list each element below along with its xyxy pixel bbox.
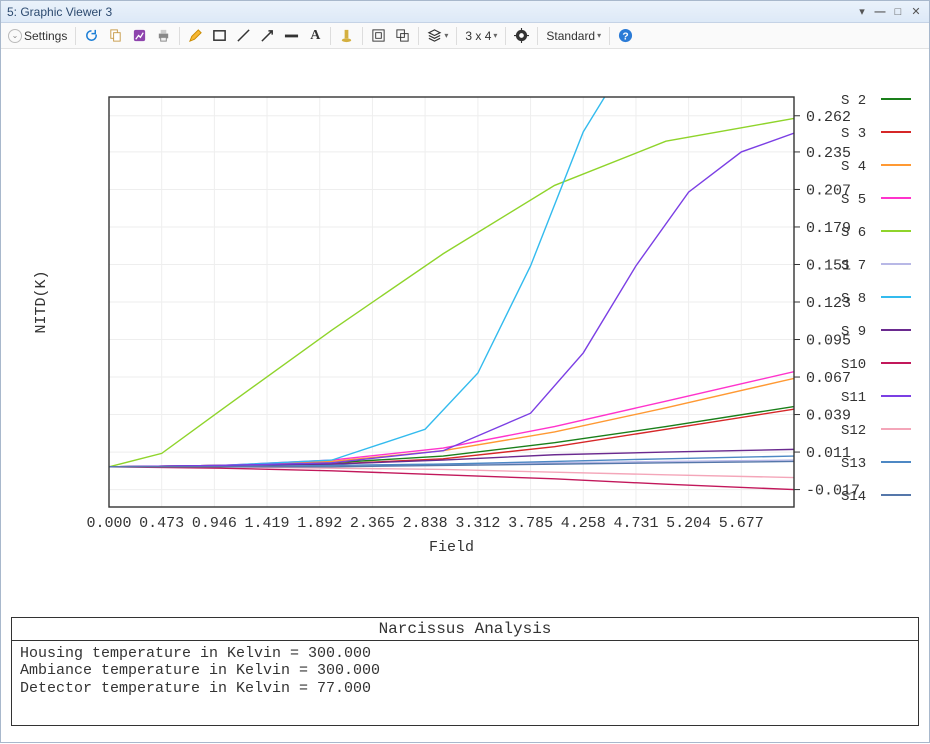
svg-text:NITD(K): NITD(K) xyxy=(33,270,50,333)
separator xyxy=(179,27,180,45)
pencil-icon[interactable] xyxy=(185,26,206,46)
content-area: 0.000 0.473 0.946 1.419 1.892 2.365 2.838 3.312… xyxy=(1,49,929,744)
copy-icon[interactable] xyxy=(105,26,126,46)
separator xyxy=(456,27,457,45)
grid-label: 3 x 4 xyxy=(465,29,491,43)
print-icon[interactable] xyxy=(153,26,174,46)
svg-text:0.000: 0.000 xyxy=(86,515,131,532)
target-icon[interactable] xyxy=(511,26,532,46)
fit-icon[interactable] xyxy=(368,26,389,46)
chart-svg: 0.000 0.473 0.946 1.419 1.892 2.365 2.838 3.312… xyxy=(9,57,921,617)
svg-text:0.262: 0.262 xyxy=(806,109,851,126)
separator xyxy=(609,27,610,45)
svg-text:S10: S10 xyxy=(841,357,866,373)
separator xyxy=(330,27,331,45)
chart-area: 0.000 0.473 0.946 1.419 1.892 2.365 2.838 3.312… xyxy=(9,57,921,617)
svg-text:S13: S13 xyxy=(841,456,866,472)
toolbar: ⌄ Settings A ▾ 3 x xyxy=(1,23,929,49)
svg-text:5.677: 5.677 xyxy=(719,515,764,532)
titlebar: 5: Graphic Viewer 3 ▾ — □ ✕ xyxy=(1,1,929,23)
svg-text:1.419: 1.419 xyxy=(245,515,290,532)
svg-text:S 8: S 8 xyxy=(841,291,866,307)
svg-text:0.473: 0.473 xyxy=(139,515,184,532)
svg-text:4.258: 4.258 xyxy=(561,515,606,532)
window-title: 5: Graphic Viewer 3 xyxy=(7,5,851,19)
separator xyxy=(75,27,76,45)
svg-text:S 5: S 5 xyxy=(841,192,866,208)
svg-text:3.785: 3.785 xyxy=(508,515,553,532)
collapse-icon[interactable]: ▾ xyxy=(855,5,869,19)
svg-text:5.204: 5.204 xyxy=(666,515,711,532)
svg-text:S 6: S 6 xyxy=(841,225,866,241)
svg-text:1.892: 1.892 xyxy=(297,515,342,532)
zoom-icon[interactable] xyxy=(392,26,413,46)
chevron-down-icon: ▾ xyxy=(597,31,601,40)
separator xyxy=(505,27,506,45)
svg-text:?: ? xyxy=(622,31,628,42)
analysis-panel: Narcissus Analysis Housing temperature i… xyxy=(11,617,919,726)
svg-text:S 9: S 9 xyxy=(841,324,866,340)
help-icon[interactable]: ? xyxy=(615,26,636,46)
line-weight-icon[interactable] xyxy=(281,26,302,46)
text-icon[interactable]: A xyxy=(305,26,325,46)
marker-icon[interactable] xyxy=(336,26,357,46)
svg-text:2.838: 2.838 xyxy=(403,515,448,532)
chevron-down-icon: ▾ xyxy=(493,31,497,40)
svg-text:4.731: 4.731 xyxy=(613,515,658,532)
svg-text:2.365: 2.365 xyxy=(350,515,395,532)
svg-text:3.312: 3.312 xyxy=(455,515,500,532)
style-button[interactable]: Standard ▾ xyxy=(543,26,604,46)
settings-label: Settings xyxy=(24,29,67,43)
close-icon[interactable]: ✕ xyxy=(909,5,923,19)
grid-size-button[interactable]: 3 x 4 ▾ xyxy=(462,26,500,46)
analysis-body: Housing temperature in Kelvin = 300.000 … xyxy=(12,641,918,725)
svg-text:S 3: S 3 xyxy=(841,126,866,142)
svg-text:S 7: S 7 xyxy=(841,258,866,274)
rectangle-icon[interactable] xyxy=(209,26,230,46)
arrow-icon[interactable] xyxy=(257,26,278,46)
chevron-down-icon: ▾ xyxy=(444,31,448,40)
separator xyxy=(537,27,538,45)
svg-text:S 4: S 4 xyxy=(841,159,866,175)
svg-text:S11: S11 xyxy=(841,390,866,406)
analysis-title: Narcissus Analysis xyxy=(12,618,918,641)
layers-button[interactable]: ▾ xyxy=(424,26,451,46)
style-label: Standard xyxy=(546,29,595,43)
svg-text:S 2: S 2 xyxy=(841,93,866,109)
maximize-icon[interactable]: □ xyxy=(891,5,905,19)
separator xyxy=(362,27,363,45)
refresh-icon[interactable] xyxy=(81,26,102,46)
svg-text:Field: Field xyxy=(429,539,474,556)
line-icon[interactable] xyxy=(233,26,254,46)
minimize-icon[interactable]: — xyxy=(873,5,887,19)
chevron-down-icon: ⌄ xyxy=(8,29,22,43)
svg-text:0.039: 0.039 xyxy=(806,408,851,425)
settings-button[interactable]: ⌄ Settings xyxy=(5,26,70,46)
separator xyxy=(418,27,419,45)
svg-text:S12: S12 xyxy=(841,423,866,439)
svg-text:S14: S14 xyxy=(841,489,866,505)
chart-config-icon[interactable] xyxy=(129,26,150,46)
svg-text:0.946: 0.946 xyxy=(192,515,237,532)
